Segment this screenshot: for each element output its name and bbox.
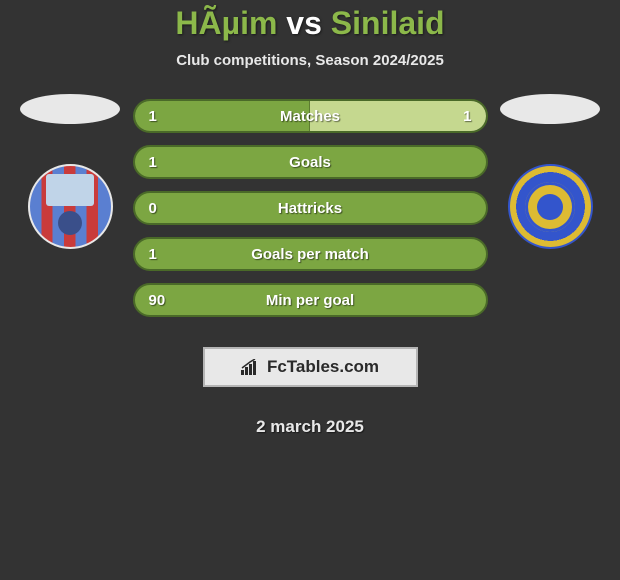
main-content-row: 1 1 Matches 1 Goals 0 Hattricks 1 Goals per matc… [0, 94, 620, 437]
team-left-column [10, 94, 130, 249]
stat-bar-hattricks: 0 Hattricks [133, 191, 488, 225]
stat-bar-min-per-goal: 90 Min per goal [133, 283, 488, 317]
stat-label: Matches [280, 108, 340, 125]
kuressaare-logo [508, 164, 593, 249]
subtitle: Club competitions, Season 2024/2025 [176, 52, 444, 69]
stat-label: Hattricks [278, 200, 342, 217]
stat-bar-goals-per-match: 1 Goals per match [133, 237, 488, 271]
team-right-column [490, 94, 610, 249]
stat-bar-goals: 1 Goals [133, 145, 488, 179]
comparison-card: HÃµim vs Sinilaid Club competitions, Sea… [0, 0, 620, 437]
stat-label: Min per goal [266, 292, 354, 309]
stat-bar-matches: 1 1 Matches [133, 99, 488, 133]
stat-label: Goals per match [251, 246, 369, 263]
stat-value-right: 1 [463, 108, 471, 125]
stat-value-left: 1 [149, 154, 157, 171]
paide-linnameeskond-logo [28, 164, 113, 249]
page-title: HÃµim vs Sinilaid [175, 5, 444, 42]
team-right-flag [500, 94, 600, 124]
player2-name: Sinilaid [331, 5, 445, 41]
stat-value-left: 90 [149, 292, 166, 309]
chart-icon [241, 359, 261, 375]
brand-box[interactable]: FcTables.com [203, 347, 418, 387]
team-left-flag [20, 94, 120, 124]
stat-label: Goals [289, 154, 331, 171]
player1-name: HÃµim [175, 5, 277, 41]
stat-value-left: 0 [149, 200, 157, 217]
stat-value-left: 1 [149, 108, 157, 125]
vs-separator: vs [286, 5, 322, 41]
brand-text: FcTables.com [267, 357, 379, 377]
stats-column: 1 1 Matches 1 Goals 0 Hattricks 1 Goals per matc… [130, 94, 490, 437]
stat-value-left: 1 [149, 246, 157, 263]
date-label: 2 march 2025 [256, 417, 364, 437]
